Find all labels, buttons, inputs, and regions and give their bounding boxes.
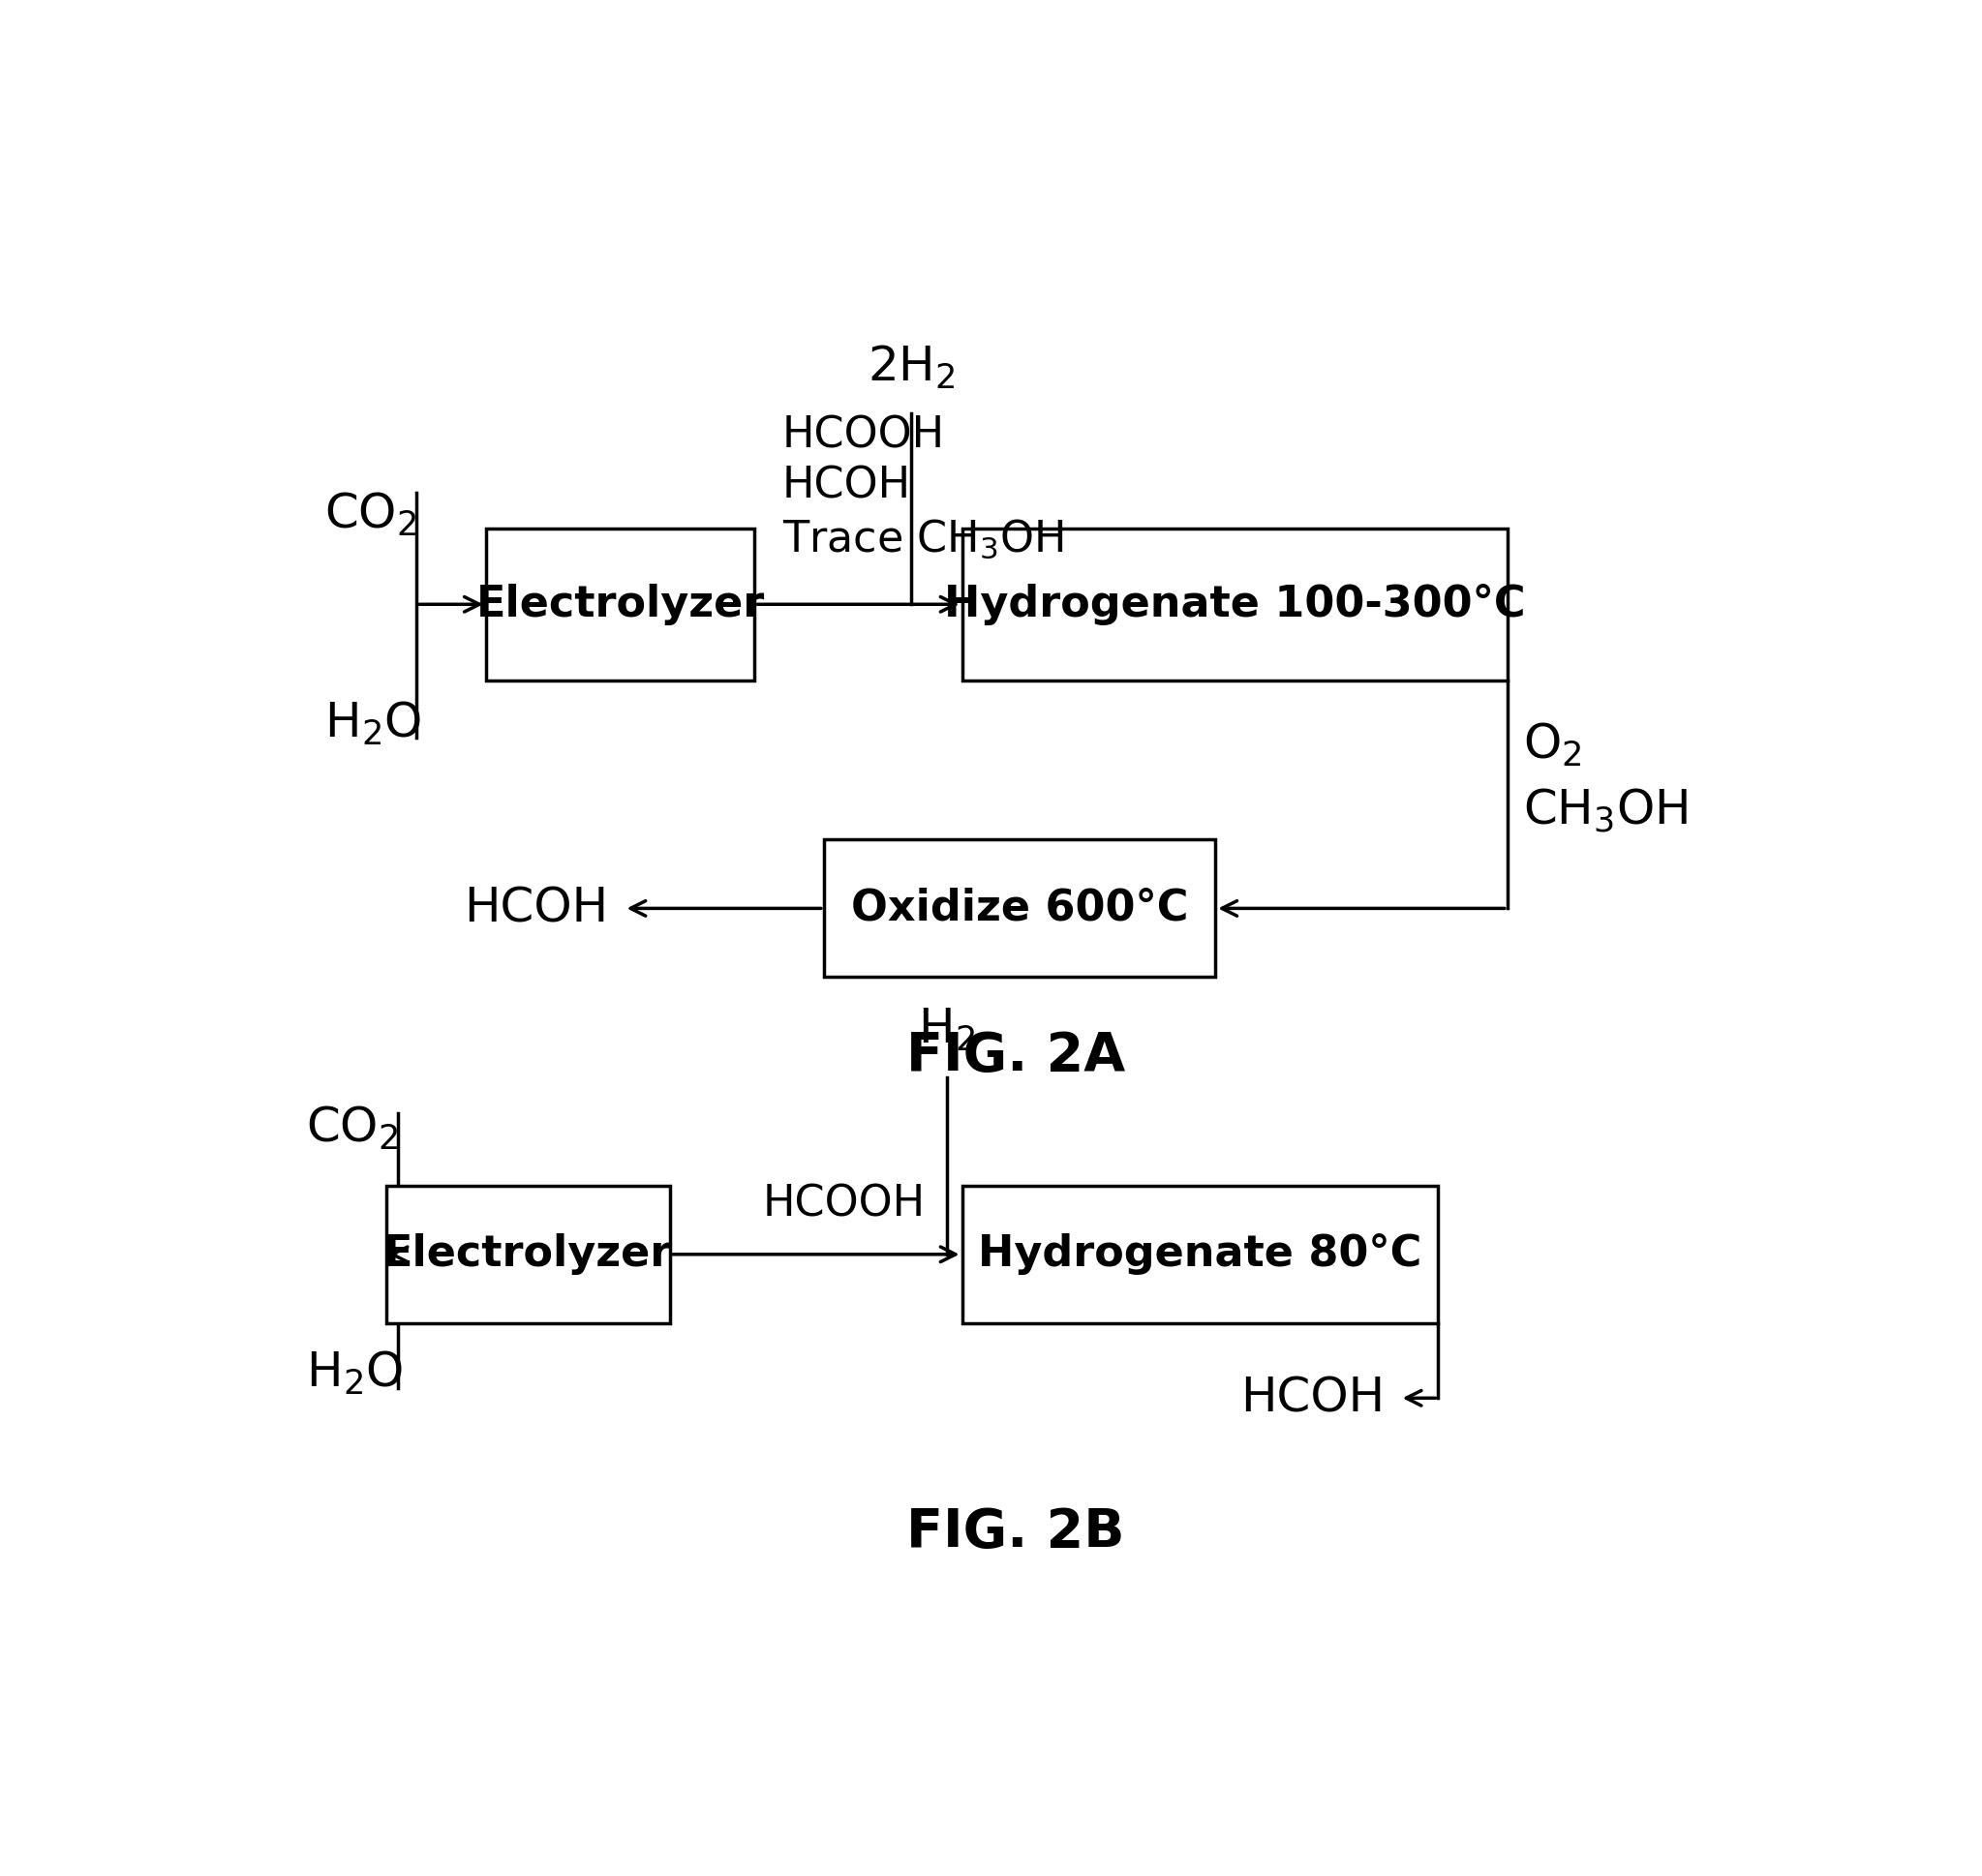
FancyBboxPatch shape <box>386 1186 670 1323</box>
FancyBboxPatch shape <box>961 1186 1439 1323</box>
FancyBboxPatch shape <box>486 529 755 681</box>
Text: Electrolyzer: Electrolyzer <box>476 583 765 625</box>
Text: H$_2$O: H$_2$O <box>325 700 422 747</box>
Text: CO$_2$: CO$_2$ <box>305 1105 398 1152</box>
Text: FIG. 2A: FIG. 2A <box>906 1030 1126 1082</box>
Text: HCOH: HCOH <box>1241 1375 1383 1422</box>
Text: HCOOH: HCOOH <box>763 1184 926 1225</box>
FancyBboxPatch shape <box>961 529 1506 681</box>
Text: Hydrogenate 100-300°C: Hydrogenate 100-300°C <box>943 583 1526 625</box>
Text: H$_2$: H$_2$ <box>918 1006 975 1052</box>
Text: Oxidize 600°C: Oxidize 600°C <box>850 887 1189 929</box>
Text: Electrolyzer: Electrolyzer <box>385 1234 672 1276</box>
Text: CH$_3$OH: CH$_3$OH <box>1522 786 1689 835</box>
Text: HCOOH: HCOOH <box>783 415 945 456</box>
Text: Hydrogenate 80°C: Hydrogenate 80°C <box>979 1234 1421 1276</box>
Text: FIG. 2B: FIG. 2B <box>906 1506 1126 1559</box>
Text: CO$_2$: CO$_2$ <box>325 490 416 538</box>
Text: H$_2$O: H$_2$O <box>305 1349 402 1398</box>
Text: 2H$_2$: 2H$_2$ <box>868 343 955 392</box>
Text: Trace CH$_3$OH: Trace CH$_3$OH <box>783 518 1064 561</box>
FancyBboxPatch shape <box>825 839 1215 976</box>
Text: O$_2$: O$_2$ <box>1522 722 1582 769</box>
Text: HCOH: HCOH <box>783 465 912 507</box>
Text: HCOH: HCOH <box>464 885 608 932</box>
